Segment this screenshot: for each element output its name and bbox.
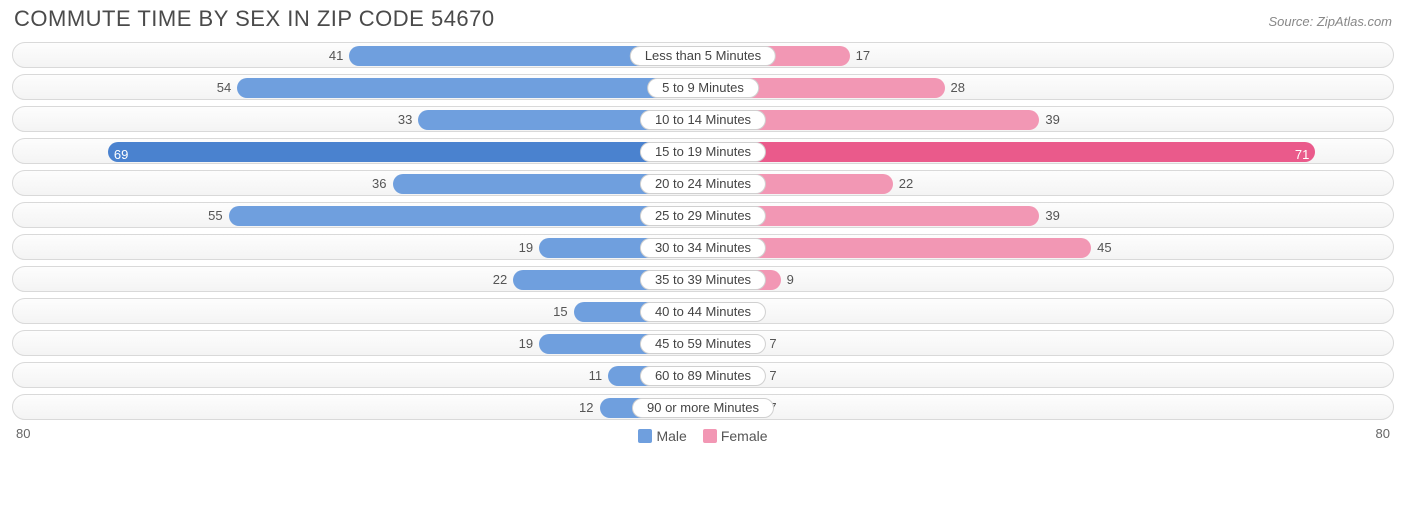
- female-value: 7: [769, 363, 776, 389]
- chart-row: 19 745 to 59 Minutes: [12, 330, 1394, 356]
- male-value: 19: [519, 331, 533, 357]
- male-value: 11: [589, 363, 603, 389]
- chart-row: 54 28 5 to 9 Minutes: [12, 74, 1394, 100]
- chart-row: 697115 to 19 Minutes: [12, 138, 1394, 164]
- male-swatch-icon: [638, 429, 652, 443]
- female-value: 17: [856, 43, 870, 69]
- chart-title: COMMUTE TIME BY SEX IN ZIP CODE 54670: [14, 6, 495, 32]
- female-value: 28: [951, 75, 965, 101]
- axis-max-left: 80: [16, 426, 30, 441]
- category-label: 15 to 19 Minutes: [640, 142, 766, 162]
- female-value: 7: [769, 331, 776, 357]
- category-label: Less than 5 Minutes: [630, 46, 776, 66]
- chart-rows: 41 17 Less than 5 Minutes 54 28 5 to 9 Minute…: [10, 42, 1396, 420]
- male-bar: [229, 206, 703, 226]
- category-label: 35 to 39 Minutes: [640, 270, 766, 290]
- legend-female: Female: [703, 428, 768, 444]
- legend-male: Male: [638, 428, 686, 444]
- male-value: 12: [579, 395, 593, 421]
- male-value: 19: [519, 235, 533, 261]
- male-value: 55: [208, 203, 222, 229]
- chart-row: 11 760 to 89 Minutes: [12, 362, 1394, 388]
- chart-header: COMMUTE TIME BY SEX IN ZIP CODE 54670 So…: [10, 6, 1396, 42]
- female-value: 22: [899, 171, 913, 197]
- category-label: 45 to 59 Minutes: [640, 334, 766, 354]
- axis-max-right: 80: [1376, 426, 1390, 441]
- male-value: 33: [398, 107, 412, 133]
- chart-row: 33 39 10 to 14 Minutes: [12, 106, 1394, 132]
- chart-row: 19 45 30 to 34 Minutes: [12, 234, 1394, 260]
- category-label: 30 to 34 Minutes: [640, 238, 766, 258]
- male-value: 36: [372, 171, 386, 197]
- chart-row: 15440 to 44 Minutes: [12, 298, 1394, 324]
- male-bar: [237, 78, 703, 98]
- male-value: 15: [553, 299, 567, 325]
- chart-footer: 80 80 Male Female: [10, 420, 1396, 444]
- male-value: 69: [114, 142, 128, 168]
- female-value: 9: [787, 267, 794, 293]
- category-label: 60 to 89 Minutes: [640, 366, 766, 386]
- legend-female-label: Female: [721, 428, 768, 444]
- category-label: 40 to 44 Minutes: [640, 302, 766, 322]
- category-label: 10 to 14 Minutes: [640, 110, 766, 130]
- female-value: 71: [1295, 142, 1309, 168]
- chart-row: 55 39 25 to 29 Minutes: [12, 202, 1394, 228]
- male-value: 22: [493, 267, 507, 293]
- category-label: 25 to 29 Minutes: [640, 206, 766, 226]
- female-value: 39: [1045, 107, 1059, 133]
- female-bar: 71: [703, 142, 1315, 162]
- male-value: 54: [217, 75, 231, 101]
- chart-source: Source: ZipAtlas.com: [1268, 14, 1392, 29]
- male-bar: 69: [108, 142, 703, 162]
- male-value: 41: [329, 43, 343, 69]
- category-label: 5 to 9 Minutes: [647, 78, 759, 98]
- chart-row: 22 9 35 to 39 Minutes: [12, 266, 1394, 292]
- female-value: 39: [1045, 203, 1059, 229]
- chart-row: 36 22 20 to 24 Minutes: [12, 170, 1394, 196]
- category-label: 20 to 24 Minutes: [640, 174, 766, 194]
- legend-male-label: Male: [656, 428, 686, 444]
- commute-chart: COMMUTE TIME BY SEX IN ZIP CODE 54670 So…: [0, 0, 1406, 523]
- female-value: 45: [1097, 235, 1111, 261]
- chart-row: 41 17 Less than 5 Minutes: [12, 42, 1394, 68]
- female-swatch-icon: [703, 429, 717, 443]
- category-label: 90 or more Minutes: [632, 398, 774, 418]
- chart-row: 12790 or more Minutes: [12, 394, 1394, 420]
